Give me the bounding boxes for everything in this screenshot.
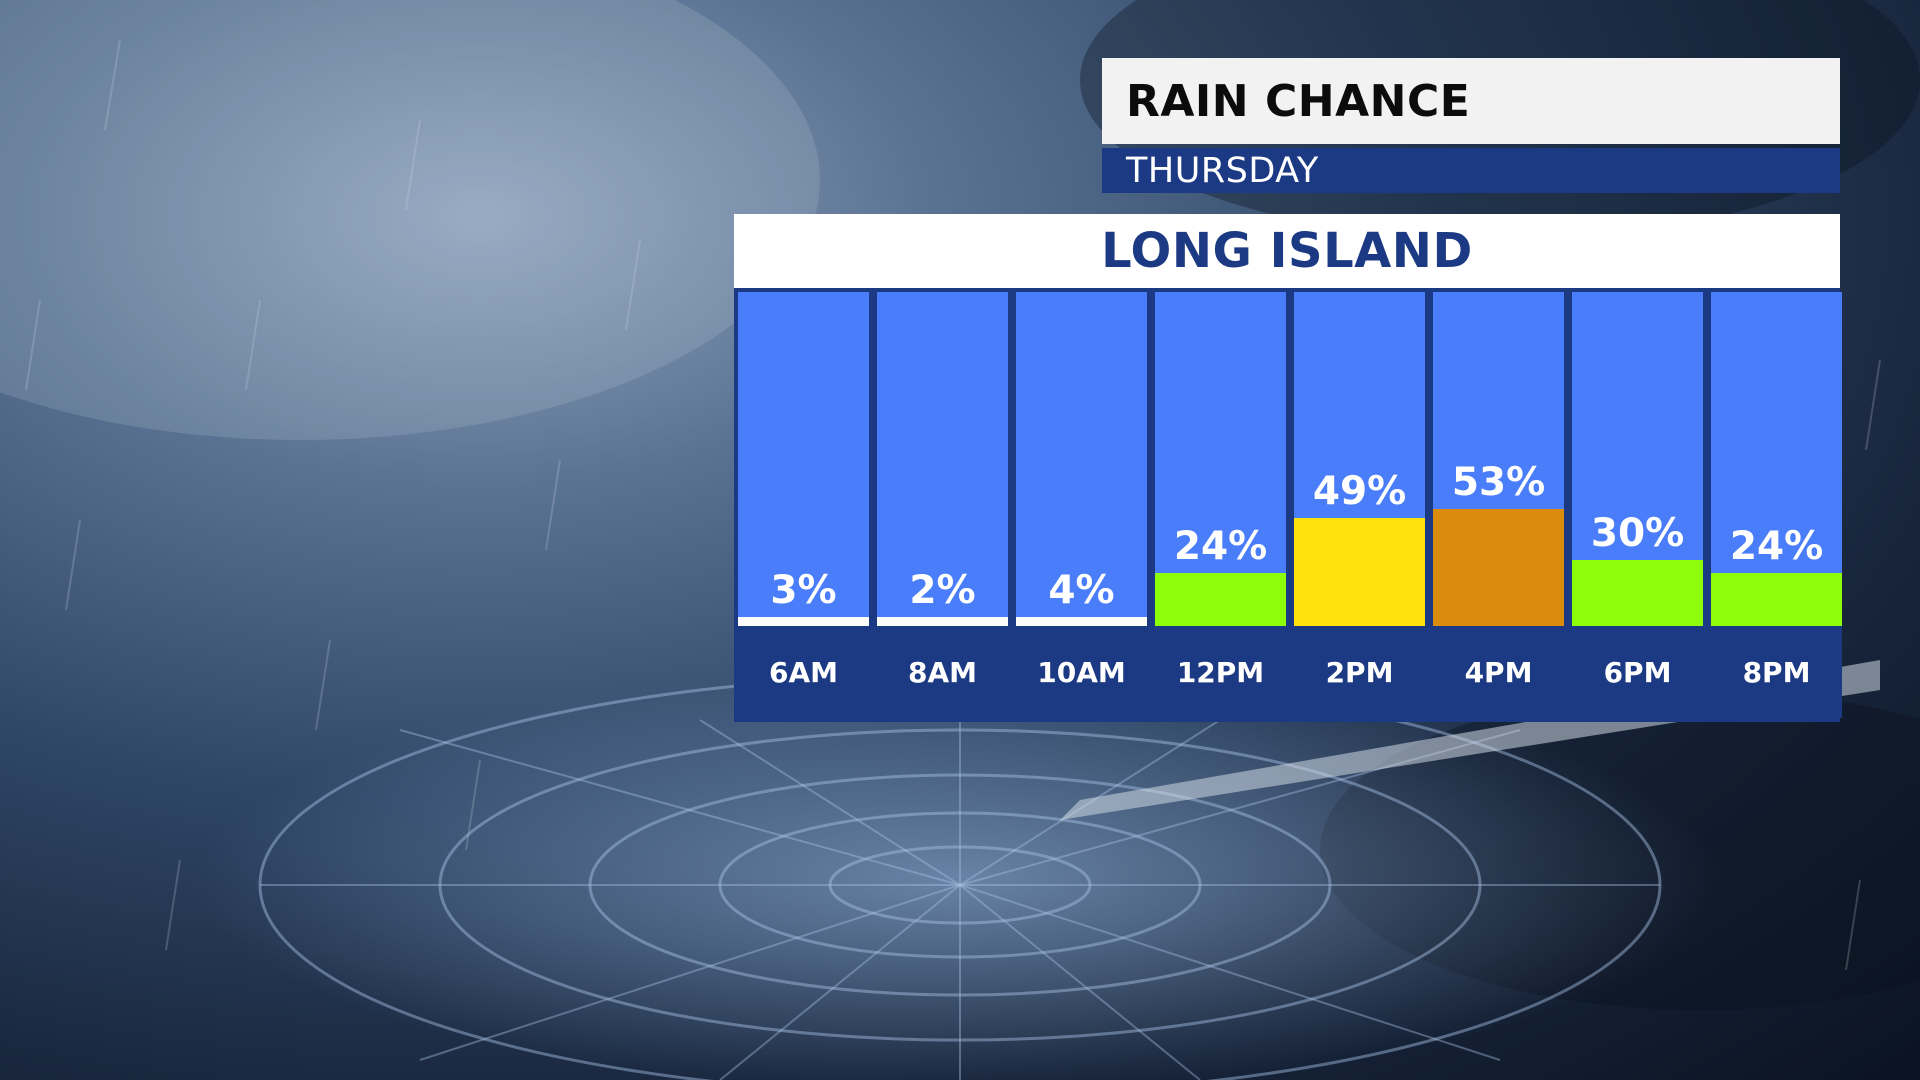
bar-column: 24% 12PM	[1155, 292, 1286, 718]
subtitle-banner: THURSDAY	[1102, 148, 1840, 193]
data-label: 2%	[909, 568, 976, 613]
bar	[738, 617, 869, 626]
bar	[1155, 573, 1286, 626]
title-banner: RAIN CHANCE	[1102, 58, 1840, 144]
category-label: 8AM	[877, 626, 1008, 718]
bar	[1294, 518, 1425, 626]
data-label: 24%	[1173, 524, 1268, 569]
rain-chance-chart: 3% 6AM 2% 8AM 4% 10AM 24% 12PM 49% 2PM 53% 4PM 30% 6P…	[734, 288, 1842, 722]
bar-column: 2% 8AM	[877, 292, 1008, 718]
bar-column: 3% 6AM	[738, 292, 869, 718]
bar	[1572, 560, 1703, 626]
category-label: 6PM	[1572, 626, 1703, 718]
location-header: LONG ISLAND	[734, 214, 1840, 288]
bar	[1016, 617, 1147, 626]
bar-column: 24% 8PM	[1711, 292, 1842, 718]
data-label: 4%	[1048, 568, 1115, 613]
bar	[877, 617, 1008, 626]
data-label: 53%	[1451, 460, 1546, 505]
bar-column: 49% 2PM	[1294, 292, 1425, 718]
category-label: 2PM	[1294, 626, 1425, 718]
bar	[1711, 573, 1842, 626]
bar-column: 53% 4PM	[1433, 292, 1564, 718]
category-label: 12PM	[1155, 626, 1286, 718]
data-label: 30%	[1590, 511, 1685, 556]
bar-column: 30% 6PM	[1572, 292, 1703, 718]
category-label: 6AM	[738, 626, 869, 718]
data-label: 3%	[770, 568, 837, 613]
chart-title: RAIN CHANCE	[1126, 75, 1471, 127]
category-label: 8PM	[1711, 626, 1842, 718]
category-label: 10AM	[1016, 626, 1147, 718]
chart-subtitle: THURSDAY	[1126, 150, 1319, 191]
category-label: 4PM	[1433, 626, 1564, 718]
bar	[1433, 509, 1564, 626]
data-label: 24%	[1729, 524, 1824, 569]
bar-column: 4% 10AM	[1016, 292, 1147, 718]
location-label: LONG ISLAND	[1101, 223, 1473, 279]
data-label: 49%	[1312, 469, 1407, 514]
